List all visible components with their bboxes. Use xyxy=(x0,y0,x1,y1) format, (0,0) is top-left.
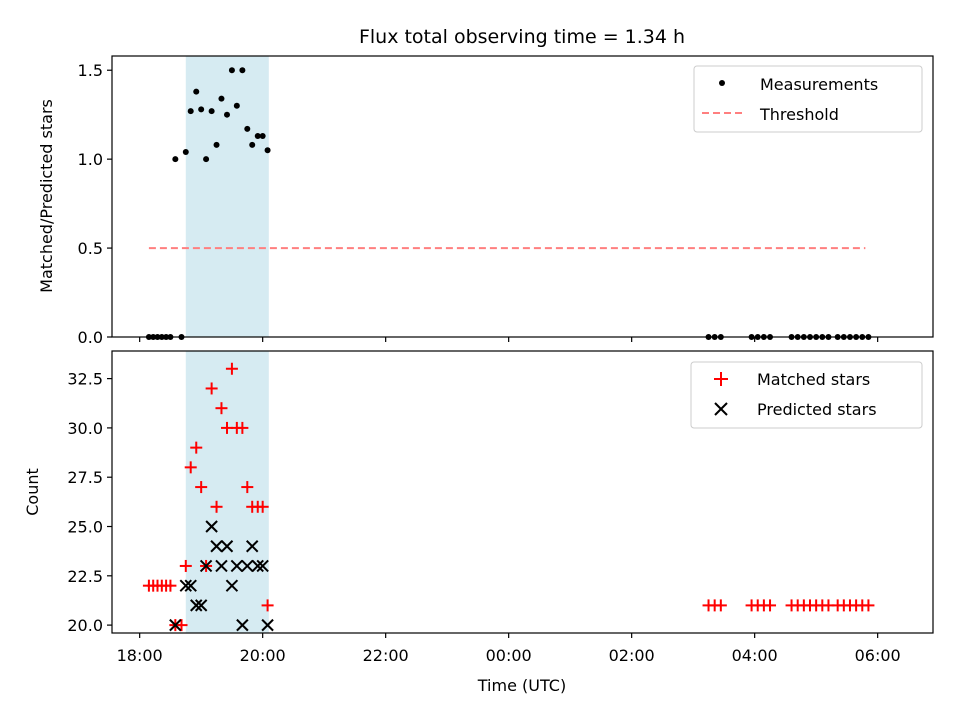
predicted-stars-point xyxy=(236,618,249,632)
predicted-stars-point xyxy=(179,579,193,592)
matched-stars-point xyxy=(205,382,218,395)
bottom-y-tick-label: 25.0 xyxy=(67,518,103,537)
measurements-point xyxy=(187,108,194,115)
top-panel-frame xyxy=(111,55,934,338)
top-y-tick-label: 0.0 xyxy=(78,328,103,347)
bottom-panel: 20.0 22.5 25.0 27.5 30.0 32.5 18:00 20:00 22:00… xyxy=(23,350,934,695)
matched-stars-point xyxy=(256,500,269,513)
bottom-highlight-span xyxy=(185,351,269,633)
matched-stars-point xyxy=(714,599,727,612)
measurements-point xyxy=(213,141,220,148)
x-tick-label: 02:00 xyxy=(609,646,655,665)
legend-measurements-marker xyxy=(719,80,725,86)
matched-stars-point xyxy=(261,599,274,612)
bottom-legend: Matched stars Predicted stars xyxy=(690,361,923,429)
predicted-stars-point xyxy=(241,559,254,573)
predicted-stars-point xyxy=(199,559,213,573)
measurements-point xyxy=(228,67,235,74)
x-tick-label: 06:00 xyxy=(855,646,901,665)
legend-predicted-marker xyxy=(714,402,728,416)
top-panel: 0.0 0.5 1.0 1.5 Matched/Predicted stars Mea… xyxy=(37,55,934,347)
predicted-stars-point xyxy=(169,618,182,632)
matched-stars-point xyxy=(184,461,197,474)
bottom-y-axis-label: Count xyxy=(23,468,42,516)
measurements-point xyxy=(208,108,215,115)
measurements-point xyxy=(218,95,225,102)
measurements-point xyxy=(264,147,271,154)
x-axis-label: Time (UTC) xyxy=(477,676,566,695)
predicted-stars-point xyxy=(261,618,274,632)
matched-stars-point xyxy=(236,421,249,434)
legend-matched-label: Matched stars xyxy=(757,370,870,389)
legend-measurements-label: Measurements xyxy=(760,75,878,94)
predicted-stars-point xyxy=(246,540,259,553)
predicted-stars-point xyxy=(184,579,197,592)
bottom-y-tick-label: 22.5 xyxy=(67,567,103,586)
bottom-panel-frame xyxy=(111,350,934,634)
measurements-point xyxy=(193,88,200,95)
measurements-point xyxy=(244,125,251,132)
measurements-point xyxy=(198,106,205,113)
measurements-point xyxy=(259,133,266,140)
matched-stars-point xyxy=(175,619,188,632)
top-legend-box xyxy=(693,65,923,133)
top-highlight-span xyxy=(185,56,269,337)
predicted-stars-point xyxy=(251,559,264,573)
measurements-point xyxy=(249,141,256,148)
bottom-y-tick-label: 27.5 xyxy=(67,468,103,487)
measurements-point xyxy=(172,156,179,163)
predicted-stars-point xyxy=(190,599,203,612)
measurements-point xyxy=(254,133,261,140)
x-tick-label: 00:00 xyxy=(486,646,532,665)
matched-stars-point xyxy=(225,362,238,375)
chart-title: Flux total observing time = 1.34 h xyxy=(359,26,685,48)
predicted-stars-point xyxy=(215,559,228,573)
matched-stars-point xyxy=(210,500,223,513)
predicted-stars-point xyxy=(225,579,239,592)
legend-matched-marker xyxy=(714,372,728,386)
top-y-tick-label: 1.0 xyxy=(78,150,103,169)
x-tick-label: 18:00 xyxy=(117,646,163,665)
matched-stars-point xyxy=(195,481,208,494)
predicted-stars-point xyxy=(256,559,269,573)
matched-stars-point xyxy=(164,579,177,592)
bottom-legend-box xyxy=(690,361,923,429)
top-y-tick-label: 0.5 xyxy=(78,239,103,258)
predicted-stars-point xyxy=(205,520,218,533)
predicted-stars-point xyxy=(210,540,223,553)
matched-stars-point xyxy=(241,481,254,494)
matched-stars-point xyxy=(862,599,875,612)
bottom-y-tick-label: 30.0 xyxy=(67,419,103,438)
top-y-tick-label: 1.5 xyxy=(78,61,103,80)
predicted-stars-point xyxy=(220,540,234,553)
bottom-y-tick-label: 32.5 xyxy=(67,370,103,389)
measurements-point xyxy=(224,111,231,118)
predicted-stars-point xyxy=(230,559,244,573)
x-tick-label: 22:00 xyxy=(363,646,409,665)
measurements-point xyxy=(239,67,246,74)
measurements-point xyxy=(203,156,210,163)
predicted-stars-series xyxy=(169,520,274,632)
matched-stars-point xyxy=(215,402,228,415)
predicted-stars-point xyxy=(194,599,208,612)
x-tick-label: 20:00 xyxy=(240,646,286,665)
matched-stars-point xyxy=(764,599,777,612)
legend-predicted-label: Predicted stars xyxy=(757,400,877,419)
matched-stars-point xyxy=(190,441,203,454)
matched-stars-point xyxy=(179,559,192,572)
x-tick-label: 04:00 xyxy=(732,646,778,665)
measurements-point xyxy=(233,102,240,109)
legend-threshold-label: Threshold xyxy=(759,105,839,124)
measurements-series xyxy=(145,67,872,340)
top-legend: Measurements Threshold xyxy=(693,65,923,133)
top-y-axis-label: Matched/Predicted stars xyxy=(37,99,56,293)
measurements-point xyxy=(182,149,189,156)
bottom-y-tick-label: 20.0 xyxy=(67,616,103,635)
